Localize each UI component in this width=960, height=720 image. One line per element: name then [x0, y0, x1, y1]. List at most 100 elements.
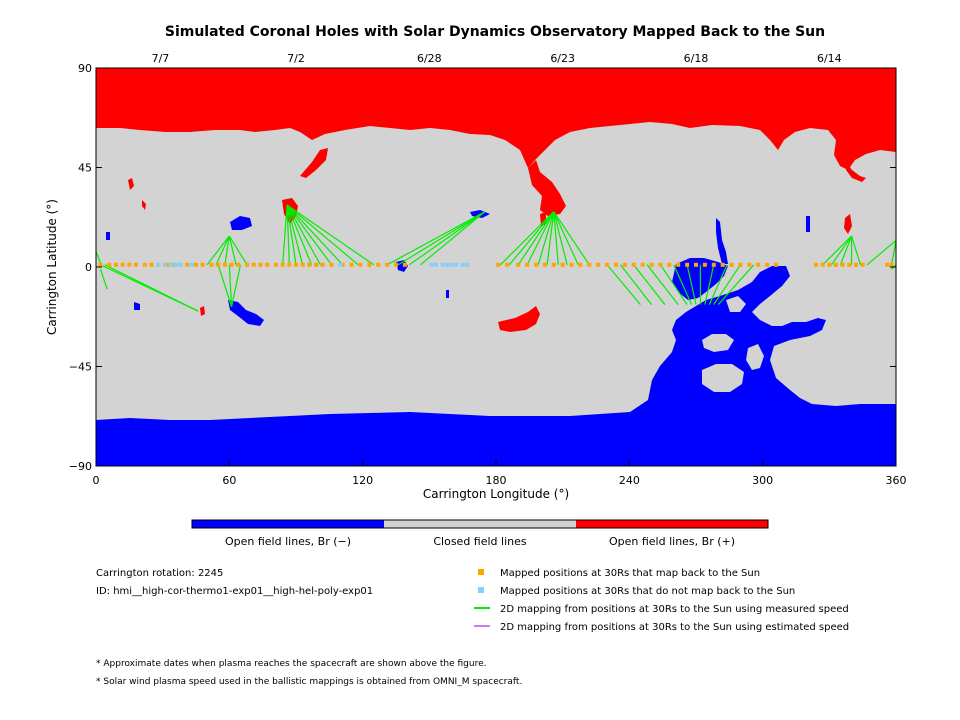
negative-filament: [716, 218, 728, 264]
mapped-position-marker: [320, 262, 325, 267]
y-tick-label: 90: [78, 62, 92, 75]
mapped-position-marker: [314, 262, 318, 267]
mapped-position-marker: [251, 262, 256, 267]
unmapped-position-marker: [338, 262, 343, 267]
mapped-position-marker: [171, 262, 176, 267]
mapped-position-marker: [827, 262, 832, 267]
mapping-line: [517, 211, 555, 266]
note-2: * Solar wind plasma speed used in the ba…: [96, 677, 522, 687]
mapped-position-marker: [294, 262, 298, 267]
mapped-position-marker: [274, 262, 278, 267]
closed-island-1: [702, 364, 744, 392]
mapped-position-marker: [885, 262, 890, 267]
mapped-position-marker: [649, 262, 654, 267]
mapping-line: [866, 240, 896, 266]
positive-hole-extension-205: [528, 160, 566, 216]
mapped-position-marker: [134, 262, 138, 267]
y-axis: 90 45 0 −45 −90: [69, 62, 896, 473]
mapping-line: [96, 249, 102, 263]
mapped-position-marker: [640, 262, 645, 267]
mapped-position-marker: [505, 262, 510, 267]
mapping-line: [217, 264, 233, 307]
mapped-position-marker: [614, 262, 618, 267]
mapped-position-marker: [376, 262, 381, 267]
mapping-line: [633, 264, 666, 305]
note-1: * Approximate dates when plasma reaches …: [96, 659, 487, 669]
south-polar-hole-negative: [96, 266, 896, 466]
mapped-position-marker: [711, 262, 716, 267]
mapping-line: [215, 235, 230, 266]
mapped-position-marker: [840, 262, 845, 267]
mapping-line: [659, 264, 688, 305]
colorbar-frame: [191, 519, 769, 529]
top-date-label: 7/7: [152, 52, 170, 65]
mapping-line: [397, 211, 486, 266]
mapped-position-marker: [676, 262, 681, 267]
colorbar-label: Closed field lines: [433, 535, 527, 548]
mapped-position-marker: [165, 262, 170, 267]
mapped-position-marker: [385, 262, 390, 267]
mapped-position-marker: [542, 262, 547, 267]
mapped-position-marker: [287, 262, 292, 267]
y-tick-label: 0: [85, 261, 92, 274]
mapped-position-marker: [889, 262, 894, 267]
positive-spot-f: [200, 306, 205, 316]
y-axis-label: Carrington Latitude (°): [45, 199, 59, 335]
colorbar-label: Open field lines, Br (+): [609, 535, 735, 548]
unmapped-position-marker: [178, 262, 183, 267]
mapped-position-marker: [525, 262, 530, 267]
negative-patch-lon62: [228, 300, 264, 326]
positive-spot-b: [844, 214, 852, 234]
mapped-position-marker: [245, 262, 250, 267]
mapped-position-marker: [560, 262, 565, 267]
x-tick-label: 300: [752, 474, 773, 487]
mapped-position-marker: [185, 262, 190, 267]
mapping-line: [890, 240, 896, 265]
mapping-line: [606, 264, 641, 305]
positive-hole-extension-95: [300, 148, 328, 178]
mapping-line: [286, 204, 344, 266]
mapped-position-marker: [702, 262, 707, 267]
mapping-line: [286, 204, 359, 266]
mapping-line: [553, 211, 590, 266]
colorbar-segment: [576, 520, 768, 528]
mapping-line: [408, 211, 486, 266]
mapped-position-marker: [667, 262, 672, 267]
mapped-position-marker: [358, 262, 363, 267]
mapping-line: [224, 235, 230, 265]
mapped-position-marker: [194, 262, 198, 267]
mapped-position-marker: [367, 262, 372, 267]
mapping-line: [673, 264, 693, 305]
positive-spot-c: [128, 178, 134, 190]
negative-patch-lon318: [806, 216, 810, 232]
unmapped-position-marker: [434, 262, 438, 267]
mapped-position-marker: [720, 262, 725, 267]
mapping-line: [508, 211, 555, 266]
mapped-position-marker: [774, 262, 778, 267]
mapped-position-marker: [329, 262, 334, 267]
mapped-position-marker: [127, 262, 132, 267]
unmapped-position-marker: [445, 262, 450, 267]
mapped-position-marker: [847, 262, 852, 267]
x-tick-label: 0: [93, 474, 100, 487]
mapped-position-marker: [402, 262, 407, 267]
mapped-position-marker: [756, 262, 761, 267]
mapping-line: [704, 264, 715, 305]
mapping-line: [286, 204, 321, 266]
mapping-lines: [96, 204, 896, 312]
mapping-line: [526, 211, 555, 266]
mapping-line: [708, 264, 728, 305]
colorbar-segment: [384, 520, 576, 528]
top-date-label: 6/23: [550, 52, 575, 65]
mapped-position-marker: [569, 262, 574, 267]
mapping-line: [286, 205, 297, 265]
legend: Mapped positions at 30Rs that map back t…: [474, 568, 849, 633]
legend-label: Mapped positions at 30Rs that do not map…: [500, 586, 795, 597]
mapped-position-marker: [747, 262, 752, 267]
plot-area: [96, 68, 896, 466]
mapping-line: [553, 211, 559, 265]
unmapped-position-marker: [174, 262, 178, 267]
mapping-line: [553, 211, 579, 266]
mapped-position-marker: [496, 262, 501, 267]
mapped-position-marker: [349, 262, 354, 267]
